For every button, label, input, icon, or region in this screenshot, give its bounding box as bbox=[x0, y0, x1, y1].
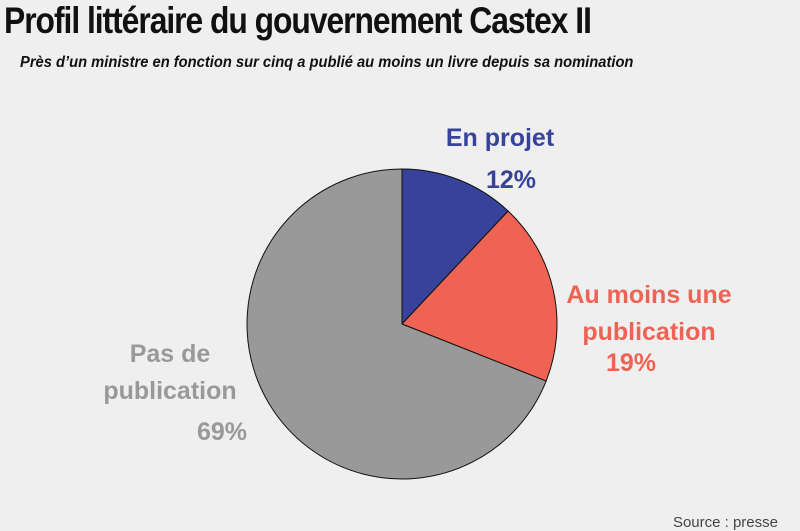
slice-label-3: Pas de bbox=[130, 340, 211, 368]
pie-slice-3 bbox=[246, 168, 547, 480]
slice-value-label-1: 12% bbox=[486, 166, 536, 194]
slice-label-2: publication bbox=[582, 318, 715, 346]
slice-label-1: En projet bbox=[446, 124, 555, 152]
slice-label-3: publication bbox=[103, 377, 236, 405]
chart-subtitle: Près d’un ministre en fonction sur cinq … bbox=[20, 54, 634, 71]
slice-value-label-3: 69% bbox=[197, 418, 247, 446]
source-note: Source : presse bbox=[672, 514, 778, 531]
pie-slice-1 bbox=[401, 168, 509, 325]
pie-slice-2 bbox=[401, 210, 558, 382]
chart-title: Profil littéraire du gouvernement Castex… bbox=[4, 0, 592, 41]
slice-label-2: Au moins une bbox=[566, 281, 731, 309]
slice-value-label-2: 19% bbox=[606, 349, 656, 377]
